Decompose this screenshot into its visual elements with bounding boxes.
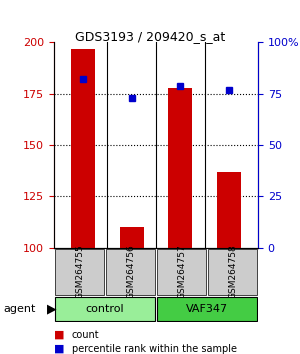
Bar bbox=[120, 227, 144, 248]
Text: VAF347: VAF347 bbox=[186, 304, 228, 314]
FancyBboxPatch shape bbox=[55, 249, 104, 295]
Text: ■: ■ bbox=[54, 344, 64, 354]
FancyBboxPatch shape bbox=[55, 297, 155, 321]
Text: GSM264755: GSM264755 bbox=[75, 244, 84, 299]
Text: ▶: ▶ bbox=[46, 302, 56, 315]
FancyBboxPatch shape bbox=[157, 297, 257, 321]
Text: GSM264757: GSM264757 bbox=[177, 244, 186, 299]
Text: GDS3193 / 209420_s_at: GDS3193 / 209420_s_at bbox=[75, 30, 225, 43]
Text: ■: ■ bbox=[54, 330, 64, 339]
Bar bbox=[217, 172, 241, 248]
Text: control: control bbox=[86, 304, 124, 314]
Bar bbox=[168, 88, 192, 248]
Bar bbox=[71, 48, 95, 248]
Text: GSM264756: GSM264756 bbox=[126, 244, 135, 299]
Text: GSM264758: GSM264758 bbox=[228, 244, 237, 299]
FancyBboxPatch shape bbox=[106, 249, 155, 295]
FancyBboxPatch shape bbox=[208, 249, 257, 295]
FancyBboxPatch shape bbox=[157, 249, 206, 295]
Text: percentile rank within the sample: percentile rank within the sample bbox=[72, 344, 237, 354]
Text: agent: agent bbox=[3, 304, 35, 314]
Text: count: count bbox=[72, 330, 100, 339]
